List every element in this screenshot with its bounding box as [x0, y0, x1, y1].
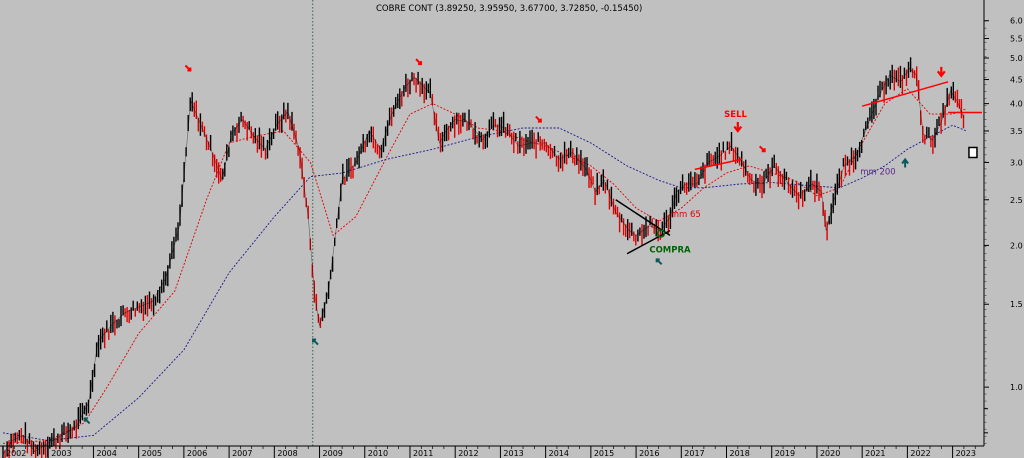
buy-arrow-icon — [312, 338, 319, 346]
x-tick-label: 2007 — [232, 449, 252, 458]
y-tick-label: 1.5 — [1010, 300, 1023, 309]
y-tick-label: 5.0 — [1010, 54, 1023, 63]
sell-arrow-icon — [415, 58, 423, 66]
last-price-box — [968, 146, 978, 159]
sell-arrow-down-icon — [733, 122, 743, 133]
y-tick-label: 5.5 — [1010, 35, 1023, 44]
x-tick-label: 2022 — [910, 449, 930, 458]
x-tick-label: 2008 — [277, 449, 297, 458]
trendline-line — [626, 229, 671, 255]
y-tick-label: 4.0 — [1010, 100, 1023, 109]
x-tick-label: 2021 — [865, 449, 885, 458]
x-tick-label: 2019 — [775, 449, 795, 458]
annotation-label: mm 200 — [860, 167, 896, 177]
x-tick-label: 2003 — [51, 449, 71, 458]
annotation-label: SELL — [724, 110, 747, 120]
x-tick-label: 2009 — [323, 449, 343, 458]
buy-arrow-icon — [655, 258, 663, 266]
x-tick-label: 2017 — [684, 449, 704, 458]
x-tick-label: 2016 — [639, 449, 659, 458]
buy-arrow-up-icon — [901, 157, 909, 168]
x-tick-label: 2004 — [96, 449, 116, 458]
signal-markers — [83, 58, 978, 425]
series-mm-200-line — [2, 124, 967, 442]
y-tick-label: 2.0 — [1010, 241, 1023, 250]
resistance-line — [861, 81, 949, 107]
x-tick-label: 2010 — [368, 449, 388, 458]
x-tick-label: 2005 — [142, 449, 162, 458]
x-tick-label: 2006 — [187, 449, 207, 458]
price-path — [2, 68, 965, 455]
x-tick-label: 2020 — [820, 449, 840, 458]
x-tick-label: 2018 — [730, 449, 750, 458]
y-tick-label: 3.5 — [1010, 127, 1023, 136]
x-tick-label: 2002 — [6, 449, 26, 458]
annotations: SELL COMPRA mm 65 mm 200 — [649, 110, 895, 256]
chart-title: COBRE CONT (3.89250, 3.95950, 3.67700, 3… — [376, 4, 642, 14]
y-tick-label: 3.0 — [1010, 158, 1023, 167]
sell-arrow-down-icon — [936, 66, 946, 78]
buy-signal-circle — [656, 229, 666, 238]
y-axis: 6.0 5.5 5.0 4.5 4.0 3.5 3.0 2.5 2.0 1.5 1.0 — [983, 0, 1023, 446]
x-axis: 2002 2003 2004 2005 2006 2007 2008 2009 2010 2011… — [0, 445, 984, 458]
x-tick-label: 2023 — [956, 449, 976, 458]
annotation-label: mm 65 — [671, 210, 701, 220]
sell-arrow-icon — [184, 64, 192, 72]
annotation-label: COMPRA — [649, 246, 691, 256]
y-tick-label: 4.5 — [1010, 76, 1023, 85]
x-tick-label: 2014 — [549, 449, 569, 458]
sell-arrow-icon — [535, 115, 542, 123]
y-tick-label: 6.0 — [1010, 17, 1023, 26]
y-tick-label: 1.0 — [1010, 383, 1023, 392]
x-tick-label: 2011 — [413, 449, 433, 458]
resistance-line — [694, 158, 743, 171]
x-tick-label: 2013 — [503, 449, 523, 458]
x-tick-label: 2015 — [594, 449, 614, 458]
y-tick-label: 2.5 — [1010, 196, 1023, 205]
buy-arrow-icon — [83, 417, 91, 425]
x-tick-label: 2012 — [458, 449, 478, 458]
sell-arrow-icon — [758, 145, 766, 153]
